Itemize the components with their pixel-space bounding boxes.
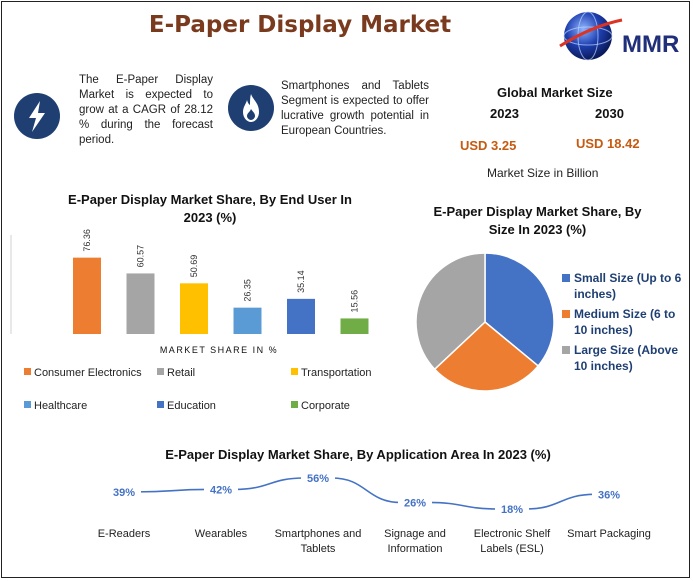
pie-legend-label: Large Size (Above 10 inches) [574,343,679,373]
bar-education [287,298,315,334]
category-label-smartphones-and-tablets: Smartphones and [275,528,362,540]
flame-icon [228,85,274,131]
point-value-label: 36% [598,489,620,501]
category-label-signage-and-information: Signage and [384,528,446,540]
pie-slice-large-size-above-10-inches [415,252,486,371]
bar-healthcare [233,307,262,334]
bar-retail [126,273,155,334]
pie-chart-title: E-Paper Display Market Share, By Size In… [433,204,642,237]
page-title: E-Paper Display Market [148,12,452,38]
legend-swatch [291,401,298,408]
bar-value-label: 76.36 [82,229,92,252]
bar-transportation [180,283,208,334]
point-label-bg [495,501,529,515]
year-2030: 2030 [595,106,624,121]
cagr-text: The E-Paper Display Market is expected t… [79,74,213,146]
logo-text: MMR [622,31,679,58]
bar-chart-title: E-Paper Display Market Share, By End Use… [68,192,352,225]
legend-swatch [562,274,570,282]
legend-retail: Retail [167,367,195,379]
bar-value-label: 50.69 [189,255,199,278]
legend-swatch [562,346,570,354]
legend-transportation: Transportation [301,367,372,379]
value-2023: USD 3.25 [460,138,517,153]
category-label-e-readers: E-Readers [98,528,151,540]
end-user-bar-chart: 76.36 60.57 50.69 26.35 35.14 15.56 MARKET SHA… [10,229,372,412]
application-line-chart: 39% E-Readers 42% Wearables 56% Smartphones a… [98,470,651,555]
legend-swatch [157,401,164,408]
bar-value-label: 60.57 [136,245,146,268]
point-value-label: 26% [404,497,426,509]
size-pie-chart [415,252,555,392]
bar-corporate [340,318,369,334]
pie-legend-large-size-above-10-inches: Large Size (Above 10 inches) [562,342,692,376]
legend-swatch [24,401,31,408]
global-market-title: Global Market Size [497,85,613,100]
bar-consumer-electronics [73,257,101,334]
legend-swatch [24,368,31,375]
pie-legend-label: Small Size (Up to 6 inches) [574,271,682,301]
value-2030: USD 18.42 [576,136,640,151]
globe-icon [564,12,612,60]
bar-value-label: 35.14 [296,270,306,293]
legend-consumer-electronics: Consumer Electronics [34,367,142,379]
pie-legend-label: Medium Size (6 to 10 inches) [574,307,676,337]
pie-slice-medium-size-6-to-10-inches [433,321,540,392]
market-size-note: Market Size in Billion [487,166,599,180]
category-label-smartphones-and-tablets: Tablets [301,543,336,555]
legend-swatch [291,368,298,375]
bar-value-label: 26.35 [243,279,253,302]
legend-swatch [562,310,570,318]
legend-healthcare: Healthcare [34,400,87,412]
category-label-electronic-shelf-labels-esl: Labels (ESL) [480,543,544,555]
point-label-bg [301,470,335,484]
point-value-label: 39% [113,487,135,499]
line-chart-title: E-Paper Display Market Share, By Applica… [165,447,551,462]
pie-legend-medium-size-6-to-10-inches: Medium Size (6 to 10 inches) [562,306,692,340]
point-label-bg [204,481,238,496]
legend-corporate: Corporate [301,400,350,412]
point-label-bg [592,486,626,501]
point-value-label: 18% [501,504,523,516]
legend-swatch [157,368,164,375]
mmr-logo: MMR [552,6,682,66]
point-value-label: 56% [307,473,329,485]
segment-text: Smartphones and Tablets Segment is expec… [281,80,429,137]
category-label-electronic-shelf-labels-esl: Electronic Shelf [474,528,551,540]
lightning-bolt-icon [14,93,60,139]
bar-value-label: 15.56 [350,290,360,313]
point-value-label: 42% [210,484,232,496]
point-label-bg [107,483,141,498]
application-line [109,477,623,510]
year-2023: 2023 [490,106,519,121]
category-label-smart-packaging: Smart Packaging [567,528,651,540]
category-label-wearables: Wearables [195,528,248,540]
point-label-bg [398,494,432,509]
pie-legend-small-size-up-to-6-inches: Small Size (Up to 6 inches) [562,270,692,304]
category-label-signage-and-information: Information [387,543,442,555]
bar-x-axis-label: MARKET SHARE IN % [160,345,278,355]
pie-slice-small-size-up-to-6-inches [484,252,555,368]
legend-education: Education [167,400,216,412]
